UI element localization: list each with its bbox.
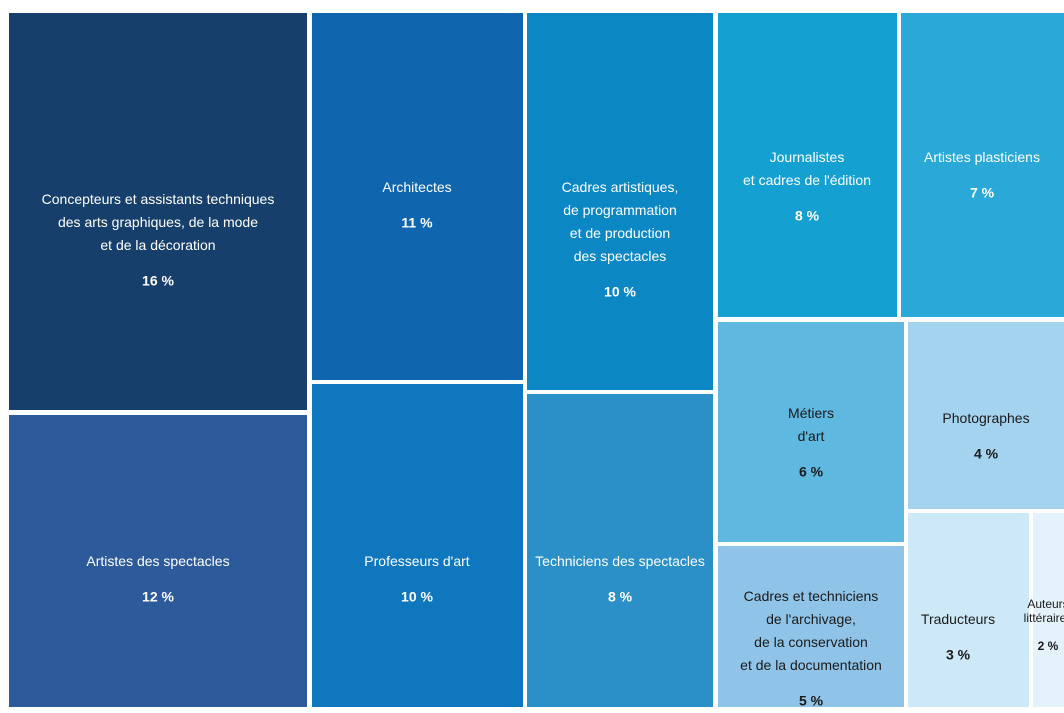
tile (527, 13, 713, 390)
value-label: 11 % (401, 215, 433, 231)
tile (9, 13, 307, 410)
tile-label: Concepteurs et assistants techniques des … (42, 191, 275, 253)
tile-label: Architectes (382, 179, 451, 195)
value-label: 10 % (401, 589, 433, 605)
tile-label: Professeurs d'art (364, 553, 469, 569)
value-label: 7 % (970, 185, 995, 201)
value-label: 16 % (142, 273, 174, 289)
value-label: 3 % (946, 647, 971, 663)
tile-label: Métiers d'art (788, 405, 834, 444)
value-label: 6 % (799, 464, 824, 480)
tile (9, 415, 307, 707)
tile-label: Journalistes et cadres de l'édition (743, 149, 871, 188)
tile-label: Traducteurs (921, 611, 995, 627)
tile (312, 13, 523, 380)
tile-label: Photographes (942, 410, 1029, 426)
value-label: 8 % (608, 589, 633, 605)
value-label: 2 % (1038, 639, 1059, 653)
tile (527, 394, 713, 707)
tile-label: Artistes des spectacles (86, 553, 229, 569)
tile (901, 13, 1064, 317)
tile (718, 322, 904, 542)
value-label: 10 % (604, 284, 636, 300)
tile-label: Artistes plasticiens (924, 149, 1040, 165)
tile (908, 513, 1029, 707)
tile-label: Auteurslittéraires (1024, 597, 1064, 625)
tile (718, 546, 904, 707)
tile (1033, 513, 1064, 707)
value-label: 12 % (142, 589, 174, 605)
tile (908, 322, 1064, 509)
tile-label: Techniciens des spectacles (535, 553, 705, 569)
tile-label: Cadres artistiques, de programmation et de… (562, 179, 679, 264)
value-label: 5 % (799, 693, 824, 709)
tile-label: Cadres et techniciens de l'archivage, de l… (740, 588, 882, 673)
tile (312, 384, 523, 707)
tile (718, 13, 897, 317)
value-label: 4 % (974, 446, 999, 462)
value-label: 8 % (795, 208, 820, 224)
